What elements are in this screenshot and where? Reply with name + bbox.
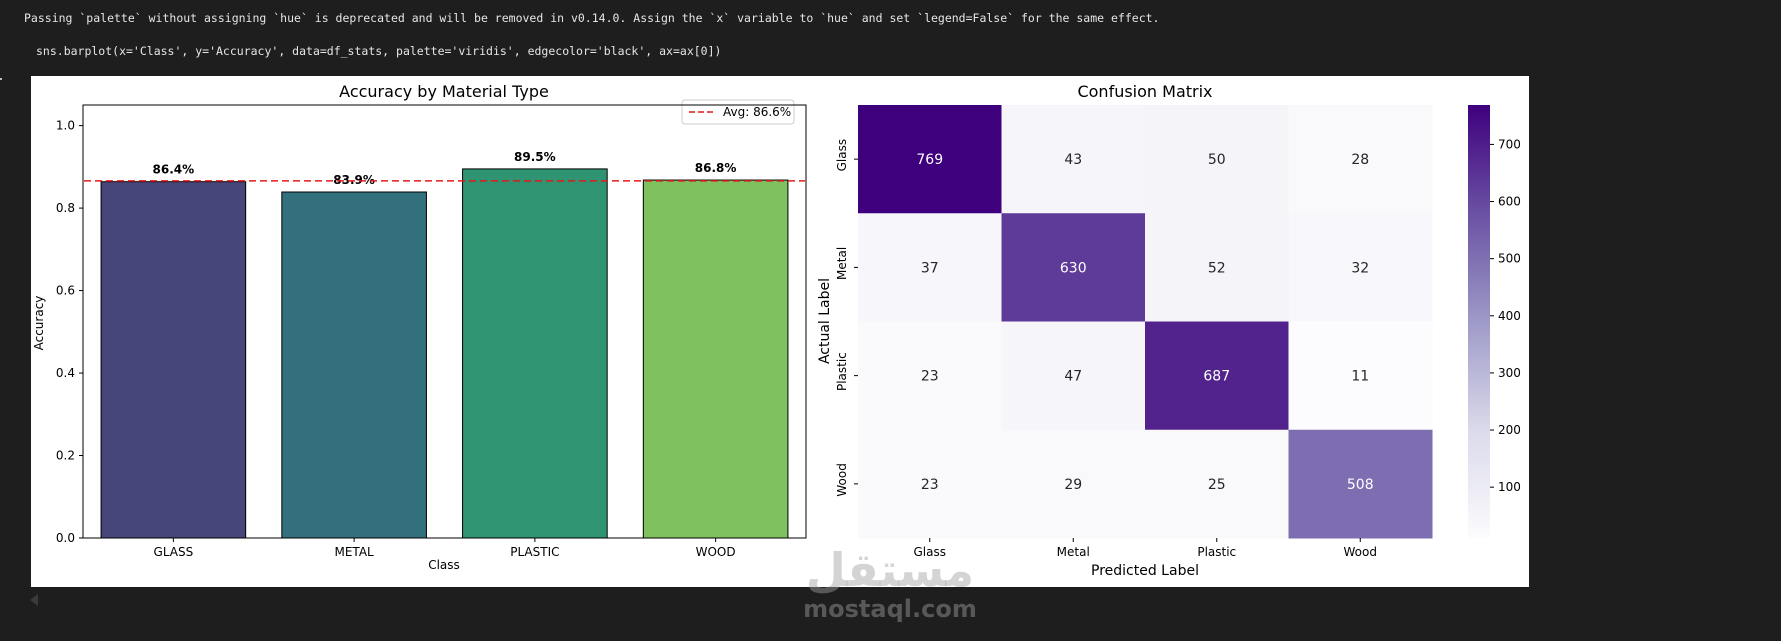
heatmap-cell [1145,213,1289,322]
bar-value-label: 86.4% [153,163,195,177]
bar-y-tick-label: 1.0 [56,119,75,133]
bar-plot-frame [82,104,807,539]
heatmap-y-label: Actual Label [817,278,833,364]
heatmap-cell-value: 508 [1347,477,1374,493]
colorbar-tick-label: 500 [1498,252,1521,266]
colorbar-tick-label: 300 [1498,366,1521,380]
figure-canvas: Accuracy by Material Type 0.00.20.40.60.… [32,82,1521,579]
figure-output: Accuracy by Material Type 0.0 0.2 0.4 0.6 0.… [31,76,1529,587]
bar-plastic [462,168,608,539]
bar-y-tick-label: 0.0 [56,531,75,545]
watermark-arabic: مستقل [805,543,975,597]
heatmap-cell [1145,105,1289,214]
heatmap-cell [858,213,1002,322]
bar-marks: 86.4% 83.9% 89.5% 86.8% [100,150,789,539]
heatmap-cell [858,321,1002,431]
bar-x-tick-label: WOOD [696,545,736,559]
heatmap-cell [1288,321,1433,431]
code-line: sns.barplot(x='Class', y='Accuracy', dat… [36,44,722,58]
heatmap-x-tick-label: Metal [1057,545,1090,559]
heatmap-cell-value: 11 [1351,369,1369,385]
colorbar-tick-label: 400 [1498,309,1521,323]
heatmap-cell-value: 630 [1060,260,1087,276]
heatmap-cell [1288,105,1433,214]
heatmap-cell-value: 43 [1064,152,1082,168]
bar-chart: Accuracy by Material Type 0.00.20.40.60.… [32,82,807,572]
heatmap-cell-value: 47 [1064,369,1082,385]
heatmap-x-label: Predicted Label [1091,563,1199,579]
heatmap-cell [1145,321,1289,431]
scroll-left-arrow[interactable] [30,594,38,606]
heatmap-cell-value: 769 [916,152,943,168]
heatmap-cell-value: 52 [1208,260,1226,276]
bar-value-label: 86.8% [695,161,737,175]
watermark-latin: mostaql.com [803,595,977,623]
heatmap-cell [1288,429,1433,539]
heatmap-cell-value: 28 [1351,152,1369,168]
colorbar-tick-label: 600 [1498,195,1521,209]
bar-x-label: Class [428,558,460,572]
heatmap-cell [1001,213,1146,322]
bar-value-label: 89.5% [514,150,556,164]
bar-y-tick-label: 0.6 [56,284,75,298]
colorbar [1468,105,1490,538]
bar-glass [100,181,247,539]
bar-y-label: Accuracy [32,296,46,351]
heatmap-cell-value: 23 [921,369,939,385]
bar-x-tick-label: METAL [335,545,375,559]
heatmap-y-tick-label: Glass [835,139,849,172]
heatmap-cell [1288,213,1433,322]
heatmap-cell-value: 687 [1203,369,1230,385]
bar-chart-title: Accuracy by Material Type [339,82,549,101]
bar-y-axis: 0.0 0.2 0.4 0.6 0.8 1.0 [56,119,83,545]
colorbar-tick-label: 100 [1498,480,1521,494]
heatmap-title: Confusion Matrix [1077,82,1212,101]
deprecation-warning: Passing `palette` without assigning `hue… [24,11,1160,25]
heatmap-cell [1001,105,1146,214]
legend-avg-label: Avg: 86.6% [723,105,791,119]
heatmap-cell-value: 25 [1208,477,1226,493]
bar-wood [642,179,789,539]
heatmap-axes: Glass Metal Plastic Wood Glass Metal Plastic Wo… [835,139,1377,559]
heatmap-x-tick-label: Wood [1344,545,1377,559]
bar-legend: Avg: 86.6% [681,99,795,125]
heatmap-cell [858,105,1002,214]
heatmap-cell-value: 29 [1064,477,1082,493]
watermark: مستقل mostaql.com [800,545,980,623]
bar-x-axis: GLASS METAL PLASTIC WOOD [154,538,736,559]
colorbar-tick-label: 700 [1498,137,1521,151]
heatmap-y-tick-label: Metal [835,247,849,280]
bar-y-tick-label: 0.2 [56,449,75,463]
bar-y-tick-label: 0.8 [56,201,75,215]
heatmap-x-tick-label: Plastic [1197,545,1236,559]
heatmap-y-tick-label: Wood [835,463,849,496]
confusion-matrix: Confusion Matrix 769 43 50 28 37 630 52 32 23 47 6… [817,82,1521,579]
heatmap-y-tick-label: Plastic [835,352,849,391]
heatmap-cell-value: 37 [921,260,939,276]
colorbar-ticks: 100 200 300 400 500 600 700 [1490,137,1521,494]
heatmap-cell [1145,429,1289,539]
colorbar-tick-label: 200 [1498,423,1521,437]
bar-x-tick-label: PLASTIC [510,545,559,559]
heatmap-cell-value: 50 [1208,152,1226,168]
heatmap-cell-value: 23 [921,477,939,493]
bar-y-tick-label: 0.4 [56,366,75,380]
bar-metal [281,191,427,539]
heatmap-x-tick-label: Glass [914,545,947,559]
heatmap-cell [858,429,1002,539]
heatmap-cell-value: 32 [1351,260,1369,276]
heatmap-cell [1001,321,1146,431]
heatmap-cell [1001,429,1146,539]
heatmap-cells: 769 43 50 28 37 630 52 32 23 47 687 11 23 29 25 508 [858,105,1433,539]
bar-x-tick-label: GLASS [154,545,194,559]
bar-value-label: 83.9% [333,173,375,187]
edge-marker [0,78,2,80]
